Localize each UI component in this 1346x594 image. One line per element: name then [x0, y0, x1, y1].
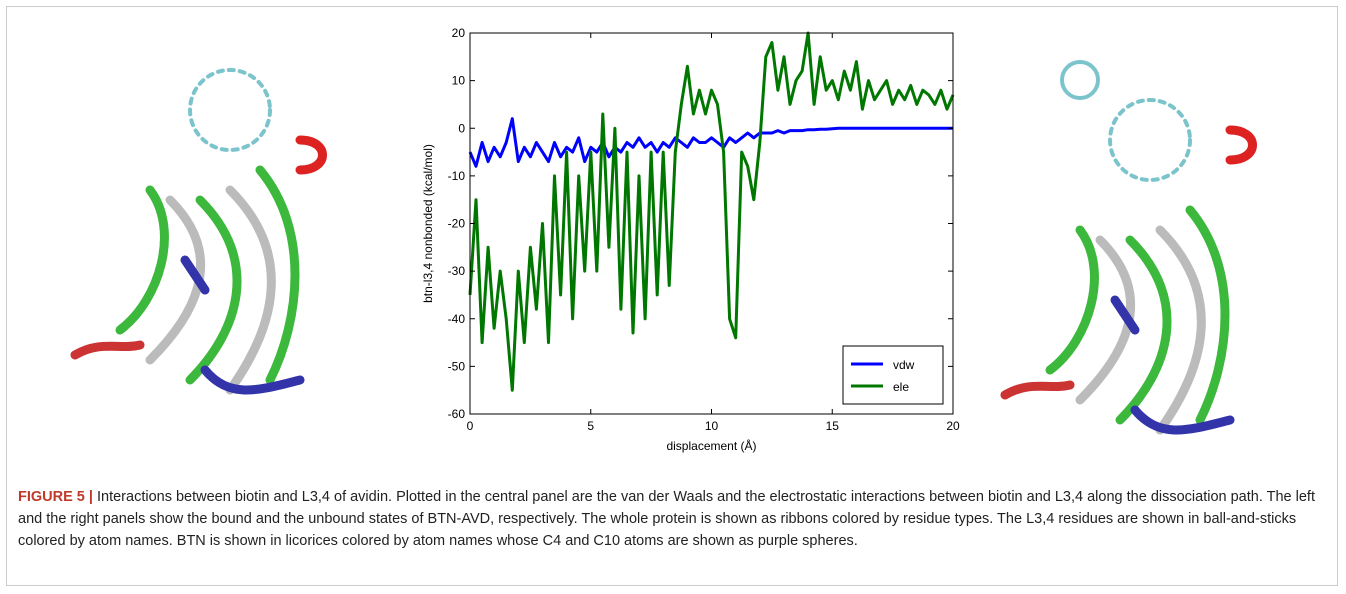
ribbon [1185, 205, 1230, 425]
ribbon [200, 365, 305, 395]
ribbon [1155, 225, 1206, 435]
x-tick-label: 0 [467, 419, 474, 433]
protein-unbound [1000, 60, 1257, 435]
x-tick-label: 5 [587, 419, 594, 433]
y-tick-label: 0 [458, 121, 465, 135]
data-line [468, 117, 953, 168]
y-tick-label: 10 [452, 74, 466, 88]
chart: 0 5 10 15 20 -60 -50 -40 -30 -20 -10 0 10 20 displacem… [421, 26, 960, 453]
ribbon [145, 195, 205, 365]
y-tick-label: -10 [448, 169, 466, 183]
ribbon [1110, 295, 1140, 335]
caption: FIGURE 5 | Interactions between biotin a… [18, 486, 1328, 552]
x-tick-label: 15 [826, 419, 840, 433]
licorice [1060, 60, 1100, 100]
figure-panels: 0 5 10 15 20 -60 -50 -40 -30 -20 -10 0 10 20 displacem… [70, 26, 1257, 453]
caption-text: Interactions between biotin and L3,4 of … [18, 489, 1315, 549]
y-axis-label: btn-l3,4 nonbonded (kcal/mol) [421, 144, 435, 303]
legend-box [842, 345, 944, 405]
protein-bound [70, 68, 327, 395]
ribbon [295, 135, 327, 175]
ribbon [225, 185, 276, 395]
ribbon [1115, 235, 1172, 425]
x-tick-label: 20 [946, 419, 960, 433]
y-tick-label: -20 [448, 217, 466, 231]
ribbon [70, 340, 145, 360]
y-tick-label: 20 [452, 26, 466, 40]
x-tick-label: 10 [705, 419, 719, 433]
x-axis-label: displacement (Å) [666, 438, 756, 453]
ribbon [1045, 225, 1099, 375]
caption-label: FIGURE 5 | [18, 489, 93, 505]
ribbon [1075, 235, 1135, 405]
ribbon [1130, 405, 1235, 435]
ribbon [1225, 125, 1257, 165]
y-tick-label: -30 [448, 264, 466, 278]
figure-frame [6, 6, 1338, 586]
y-tick-label: -60 [448, 407, 466, 421]
ribbon [1000, 380, 1075, 400]
legend-label: ele [893, 380, 909, 394]
ribbon [185, 195, 242, 385]
data-line [468, 31, 955, 392]
y-tick-label: -50 [448, 359, 466, 373]
ribbon [255, 165, 300, 385]
ribbon [180, 255, 210, 295]
y-tick-label: -40 [448, 312, 466, 326]
legend-label: vdw [893, 358, 915, 372]
ball-and-stick [1108, 98, 1192, 182]
ball-and-stick [188, 68, 272, 152]
ribbon [115, 185, 169, 335]
